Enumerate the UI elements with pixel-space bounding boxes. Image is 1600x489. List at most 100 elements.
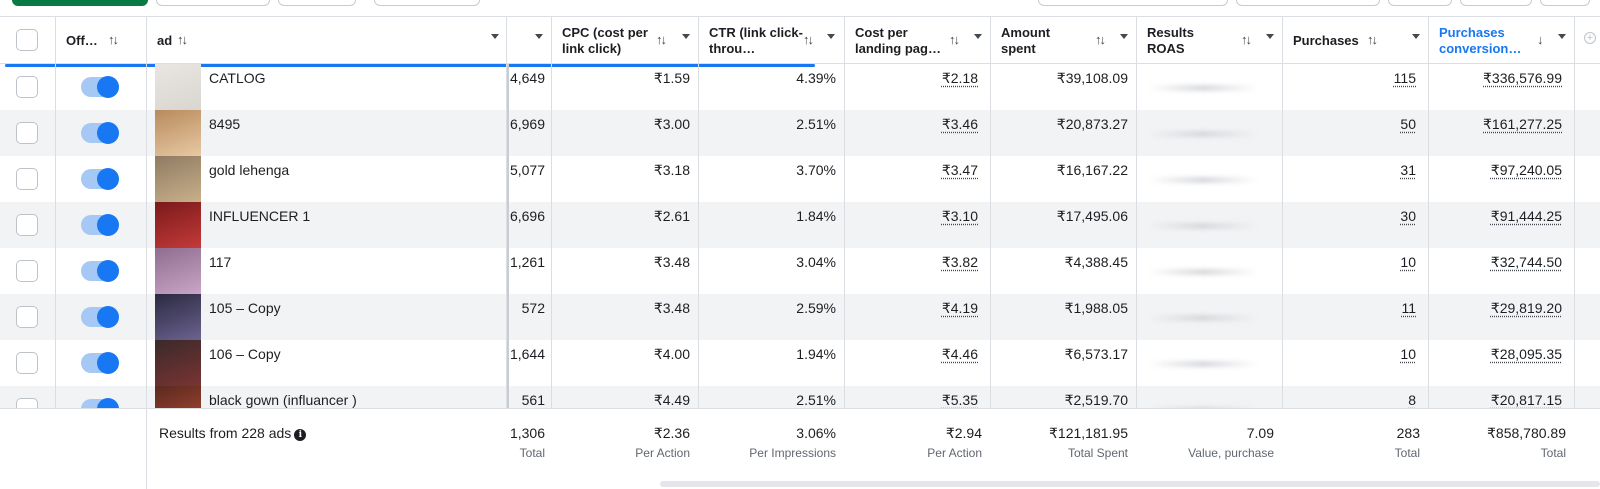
row-checkbox[interactable]: [16, 352, 38, 374]
horizontal-scrollbar[interactable]: [660, 481, 1600, 487]
chevron-down-icon[interactable]: [1266, 34, 1274, 39]
row-checkbox[interactable]: [16, 122, 38, 144]
divider: [1136, 110, 1137, 156]
purchases-value[interactable]: 50: [1283, 116, 1416, 132]
conv-value[interactable]: ₹336,576.99: [1429, 70, 1562, 87]
row-checkbox[interactable]: [16, 168, 38, 190]
table-row[interactable]: 105 – Copy 572 ₹3.48 2.59% ₹4.19 ₹1,988.05 11 ₹…: [0, 294, 1600, 340]
cplp-value[interactable]: ₹4.19: [845, 300, 978, 317]
table-row[interactable]: INFLUENCER 1 6,696 ₹2.61 1.84% ₹3.10 ₹17,495.…: [0, 202, 1600, 248]
table-row[interactable]: 8495 6,969 ₹3.00 2.51% ₹3.46 ₹20,873.27 50 ₹161…: [0, 110, 1600, 156]
toggle-on-icon[interactable]: [81, 261, 117, 281]
toolbar-button[interactable]: [1236, 0, 1380, 6]
header-off[interactable]: Off… ↑↓: [56, 17, 147, 64]
table-row[interactable]: gold lehenga 5,077 ₹3.18 3.70% ₹3.47 ₹16,167.…: [0, 156, 1600, 202]
header-amount-spent[interactable]: Amount spent ↑↓: [991, 17, 1137, 64]
ad-name[interactable]: 105 – Copy: [209, 300, 281, 316]
conv-value[interactable]: ₹32,744.50: [1429, 254, 1562, 271]
chevron-down-icon[interactable]: [682, 34, 690, 39]
divider: [1136, 64, 1137, 110]
ad-name[interactable]: CATLOG: [209, 70, 266, 86]
toggle-on-icon[interactable]: [81, 353, 117, 373]
footer-purchases-sub: Total: [1283, 446, 1420, 460]
purchases-value[interactable]: 30: [1283, 208, 1416, 224]
footer-roas: 7.09: [1137, 425, 1274, 441]
toggle-on-icon[interactable]: [81, 77, 117, 97]
chevron-down-icon[interactable]: [535, 34, 543, 39]
header-purchases[interactable]: Purchases ↑↓: [1283, 17, 1429, 64]
toolbar-button[interactable]: [1038, 0, 1228, 6]
ad-name[interactable]: gold lehenga: [209, 162, 289, 178]
ad-thumbnail: [155, 294, 201, 340]
conv-value[interactable]: ₹161,277.25: [1429, 116, 1562, 133]
chevron-down-icon[interactable]: [1412, 34, 1420, 39]
info-icon[interactable]: i: [294, 429, 306, 441]
ad-name[interactable]: 106 – Copy: [209, 346, 281, 362]
table-row[interactable]: 117 1,261 ₹3.48 3.04% ₹3.82 ₹4,388.45 10 ₹32,74…: [0, 248, 1600, 294]
row-checkbox[interactable]: [16, 214, 38, 236]
header-purchases-conversion[interactable]: Purchases conversion… ↓: [1429, 17, 1575, 64]
cplp-value[interactable]: ₹3.82: [845, 254, 978, 271]
purchases-value[interactable]: 10: [1283, 346, 1416, 362]
purchases-value[interactable]: 8: [1283, 392, 1416, 408]
ad-name[interactable]: INFLUENCER 1: [209, 208, 310, 224]
toolbar-button[interactable]: [1388, 0, 1452, 6]
conv-value[interactable]: ₹91,444.25: [1429, 208, 1562, 225]
chevron-down-icon[interactable]: [974, 34, 982, 39]
purchases-value[interactable]: 11: [1283, 300, 1416, 316]
cplp-value[interactable]: ₹2.18: [845, 70, 978, 87]
purchases-value[interactable]: 10: [1283, 254, 1416, 270]
toggle-on-icon[interactable]: [81, 123, 117, 143]
chevron-down-icon[interactable]: [827, 34, 835, 39]
header-ad[interactable]: ad ↑↓: [147, 17, 507, 64]
row-checkbox[interactable]: [16, 306, 38, 328]
select-all-checkbox[interactable]: [16, 29, 38, 51]
sort-arrows-icon[interactable]: ↑↓: [1241, 32, 1250, 47]
plus-circle-icon[interactable]: +: [1584, 32, 1596, 44]
sort-arrows-icon[interactable]: ↑↓: [1367, 32, 1376, 47]
toolbar-button[interactable]: [374, 0, 480, 6]
cplp-value[interactable]: ₹3.47: [845, 162, 978, 179]
header-cpc[interactable]: CPC (cost per link click) ↑↓: [552, 17, 699, 64]
chevron-down-icon[interactable]: [1558, 34, 1566, 39]
sort-arrows-icon[interactable]: ↑↓: [108, 32, 117, 47]
sort-arrows-icon[interactable]: ↑↓: [177, 32, 186, 47]
cplp-value[interactable]: ₹3.46: [845, 116, 978, 133]
arrow-down-icon[interactable]: ↓: [1537, 32, 1542, 47]
chevron-down-icon[interactable]: [1120, 34, 1128, 39]
purchases-value[interactable]: 115: [1283, 70, 1416, 86]
row-checkbox[interactable]: [16, 76, 38, 98]
chevron-down-icon[interactable]: [491, 34, 499, 39]
toolbar-button[interactable]: [1460, 0, 1532, 6]
toggle-on-icon[interactable]: [81, 307, 117, 327]
partial-value: 5,077: [507, 162, 545, 178]
sort-arrows-icon[interactable]: ↑↓: [949, 32, 958, 47]
conv-value[interactable]: ₹97,240.05: [1429, 162, 1562, 179]
header-results-roas[interactable]: Results ROAS ↑↓: [1137, 17, 1283, 64]
header-ctr[interactable]: CTR (link click-throu… ↑↓: [699, 17, 845, 64]
cplp-value[interactable]: ₹5.35: [845, 392, 978, 409]
primary-button[interactable]: [12, 0, 148, 6]
cplp-value[interactable]: ₹3.10: [845, 208, 978, 225]
table-row[interactable]: CATLOG 4,649 ₹1.59 4.39% ₹2.18 ₹39,108.09 115 ₹…: [0, 64, 1600, 110]
purchases-value[interactable]: 31: [1283, 162, 1416, 178]
cplp-value[interactable]: ₹4.46: [845, 346, 978, 363]
toggle-on-icon[interactable]: [81, 169, 117, 189]
sort-arrows-icon[interactable]: ↑↓: [656, 32, 665, 47]
toolbar-button[interactable]: [278, 0, 356, 6]
header-cost-per-landing[interactable]: Cost per landing pag… ↑↓: [845, 17, 991, 64]
toggle-on-icon[interactable]: [81, 215, 117, 235]
conv-value[interactable]: ₹29,819.20: [1429, 300, 1562, 317]
ad-name[interactable]: 117: [209, 254, 231, 270]
ad-name[interactable]: black gown (influancer ): [209, 392, 357, 408]
table-row[interactable]: 106 – Copy 1,644 ₹4.00 1.94% ₹4.46 ₹6,573.17 1…: [0, 340, 1600, 386]
conv-value[interactable]: ₹28,095.35: [1429, 346, 1562, 363]
sort-arrows-icon[interactable]: ↑↓: [1095, 32, 1104, 47]
sort-arrows-icon[interactable]: ↑↓: [803, 32, 812, 47]
ad-name[interactable]: 8495: [209, 116, 240, 132]
row-checkbox[interactable]: [16, 260, 38, 282]
toolbar-button[interactable]: [1540, 0, 1590, 6]
toolbar-button[interactable]: [156, 0, 270, 6]
conv-value[interactable]: ₹20,817.15: [1429, 392, 1562, 409]
header-partial-column[interactable]: [507, 17, 552, 64]
